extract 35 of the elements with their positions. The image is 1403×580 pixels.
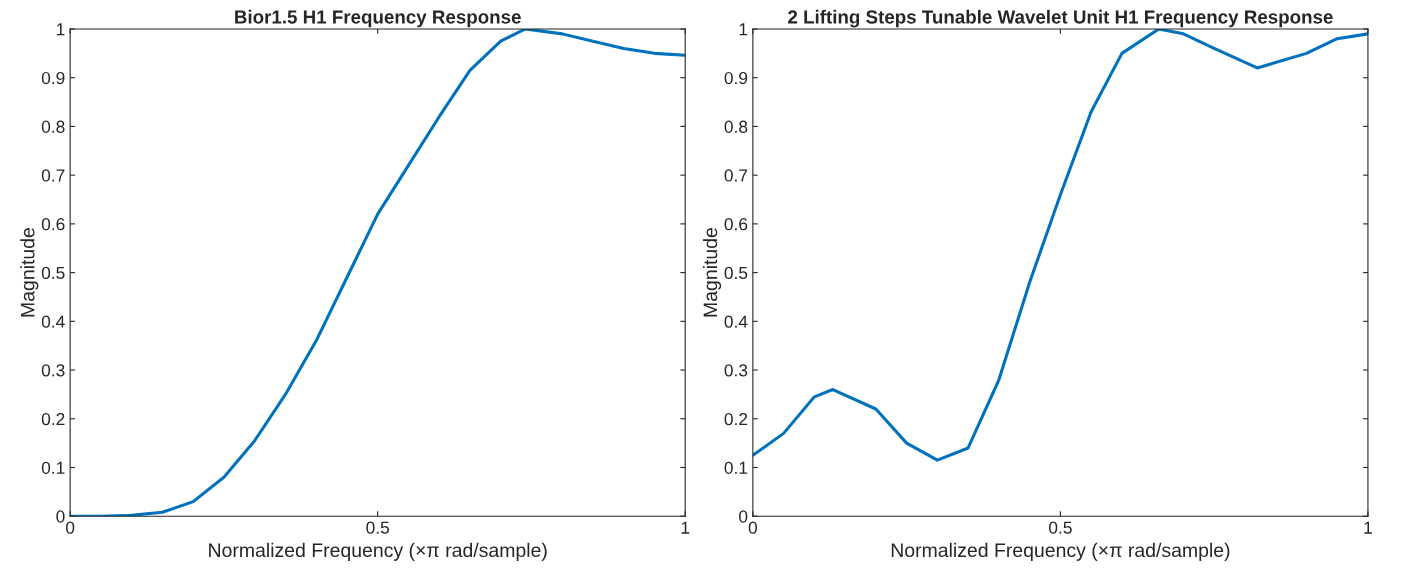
x-tick-label: 1	[1364, 521, 1372, 534]
line-series	[70, 29, 686, 517]
y-tick-label: 0.6	[41, 218, 65, 231]
y-tick-label: 0.5	[724, 266, 748, 280]
y-tick-label: 0.2	[724, 412, 748, 426]
x-axis-title: Normalized Frequency (×π rad/sample)	[891, 542, 1230, 561]
x-tick-label: 0.5	[1049, 521, 1072, 534]
y-tick-label: 1	[739, 23, 748, 36]
y-tick-label: 0.7	[41, 169, 65, 182]
y-tick-label: 0.1	[724, 461, 748, 474]
y-tick-label: 0.4	[41, 315, 65, 328]
x-tick-label: 0.5	[366, 521, 390, 534]
x-tick-label: 0	[66, 521, 75, 534]
y-tick-label: 0.4	[724, 315, 748, 328]
y-tick-label: 0.1	[41, 461, 65, 474]
y-tick-label: 1	[56, 23, 65, 36]
y-axis-title: Magnitude	[702, 228, 722, 317]
y-tick-label: 0.9	[41, 71, 65, 85]
x-tick-label: 0	[748, 521, 758, 534]
y-tick-label: 0.9	[724, 71, 748, 85]
y-tick-label: 0	[56, 510, 65, 523]
y-tick-label: 0.3	[724, 364, 748, 377]
chart-title: 2 Lifting Steps Tunable Wavelet Unit H1 Frequency Response	[788, 9, 1333, 28]
y-tick-label: 0.5	[41, 266, 65, 280]
x-tick-label: 1	[681, 521, 690, 534]
y-tick-label: 0.2	[41, 412, 65, 426]
y-tick-label: 0.7	[724, 169, 748, 182]
x-axis-title: Normalized Frequency (×π rad/sample)	[209, 542, 547, 561]
y-tick-label: 0	[739, 510, 748, 523]
y-tick-label: 0.8	[724, 120, 748, 133]
y-tick-label: 0.8	[41, 120, 65, 133]
y-tick-label: 0.6	[724, 218, 748, 231]
y-tick-label: 0.3	[41, 364, 65, 377]
y-axis-title: Magnitude	[20, 228, 39, 317]
chart-title: Bior1.5 H1 Frequency Response	[235, 9, 521, 28]
